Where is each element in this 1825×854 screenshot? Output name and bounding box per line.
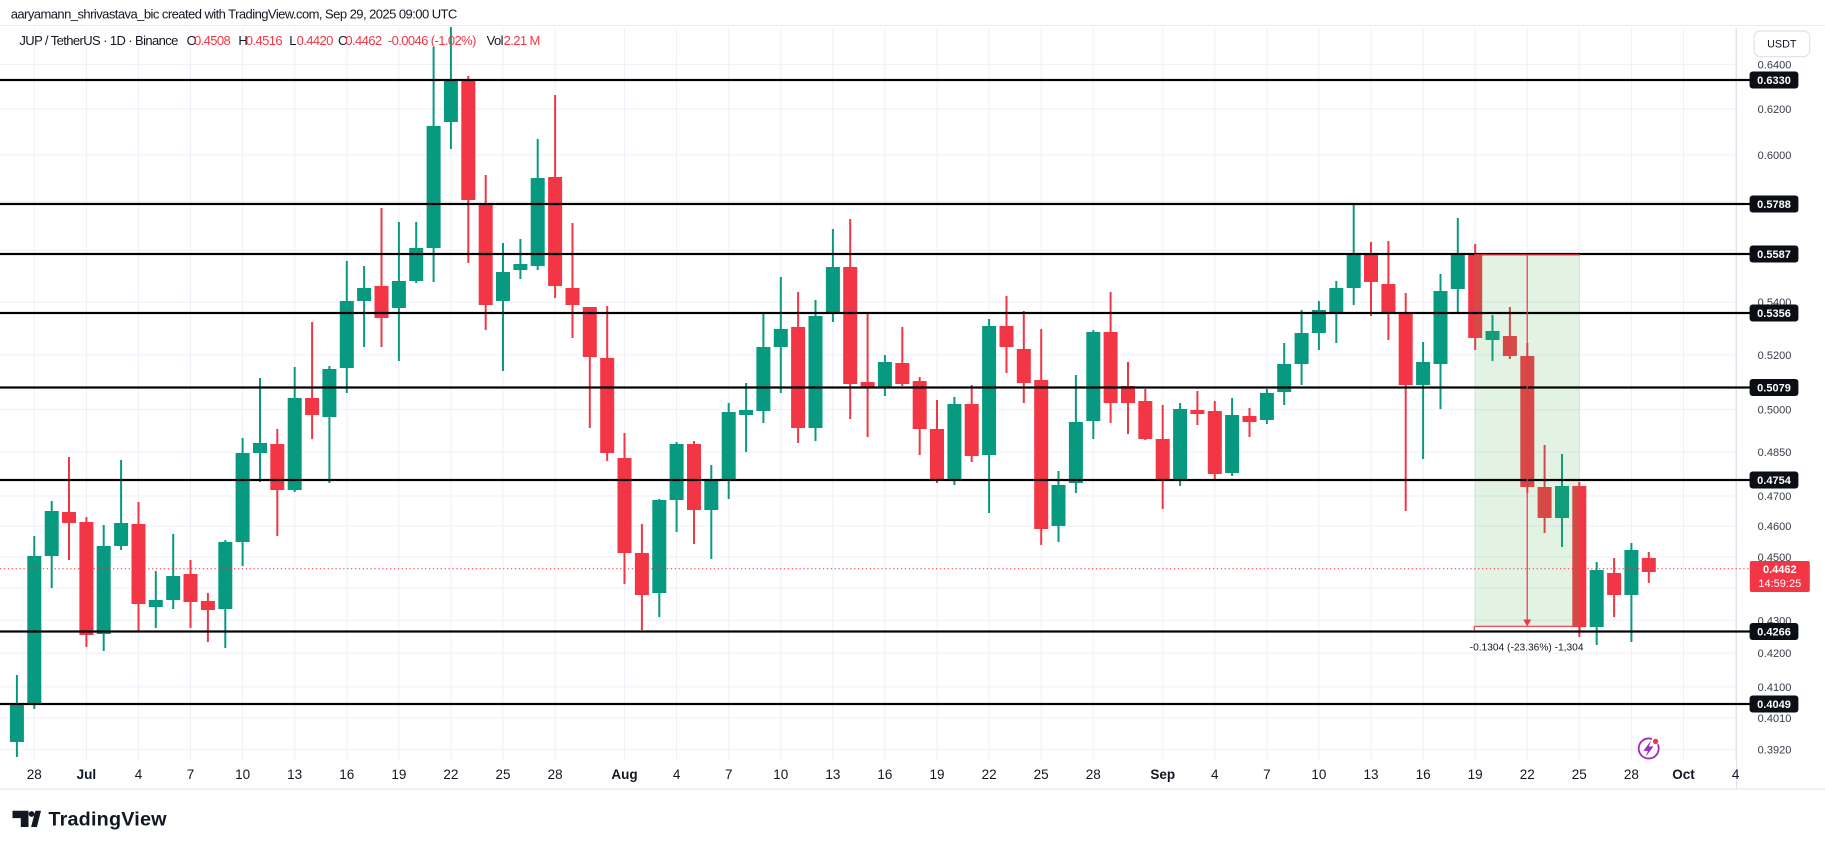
svg-text:0.6200: 0.6200 <box>1758 104 1792 116</box>
svg-text:0.5356: 0.5356 <box>1757 308 1791 320</box>
svg-text:19: 19 <box>1468 767 1483 782</box>
svg-text:0.5788: 0.5788 <box>1757 199 1791 211</box>
svg-text:0.4100: 0.4100 <box>1758 682 1792 694</box>
svg-text:0.4462: 0.4462 <box>1763 564 1797 576</box>
svg-text:16: 16 <box>1416 767 1431 782</box>
svg-text:4: 4 <box>135 767 143 782</box>
svg-text:0.4049: 0.4049 <box>1757 699 1791 711</box>
svg-text:USDT: USDT <box>1767 39 1797 51</box>
svg-text:0.6330: 0.6330 <box>1757 75 1791 87</box>
svg-text:16: 16 <box>877 767 892 782</box>
svg-text:28: 28 <box>1624 767 1639 782</box>
svg-text:Aug: Aug <box>611 767 637 782</box>
svg-text:Oct: Oct <box>1672 767 1695 782</box>
svg-text:0.4500: 0.4500 <box>1758 552 1792 564</box>
svg-text:28: 28 <box>1086 767 1101 782</box>
svg-text:4: 4 <box>673 767 681 782</box>
svg-text:0.4200: 0.4200 <box>1758 648 1792 660</box>
svg-text:0.4850: 0.4850 <box>1758 447 1792 459</box>
svg-text:19: 19 <box>391 767 406 782</box>
svg-text:0.6000: 0.6000 <box>1758 150 1792 162</box>
svg-text:22: 22 <box>982 767 997 782</box>
svg-text:28: 28 <box>27 767 42 782</box>
svg-text:16: 16 <box>339 767 354 782</box>
svg-text:10: 10 <box>235 767 250 782</box>
svg-text:7: 7 <box>725 767 733 782</box>
svg-text:0.3920: 0.3920 <box>1758 745 1792 757</box>
svg-text:19: 19 <box>929 767 944 782</box>
svg-text:0.5200: 0.5200 <box>1758 350 1792 362</box>
svg-text:13: 13 <box>1363 767 1378 782</box>
svg-text:7: 7 <box>187 767 195 782</box>
svg-text:25: 25 <box>495 767 510 782</box>
svg-text:13: 13 <box>287 767 302 782</box>
svg-text:22: 22 <box>1520 767 1535 782</box>
svg-text:10: 10 <box>773 767 788 782</box>
svg-text:4: 4 <box>1732 767 1740 782</box>
svg-text:28: 28 <box>548 767 563 782</box>
svg-text:25: 25 <box>1034 767 1049 782</box>
svg-text:22: 22 <box>443 767 458 782</box>
svg-text:0.4700: 0.4700 <box>1758 491 1792 503</box>
svg-text:0.6400: 0.6400 <box>1758 59 1792 71</box>
svg-text:13: 13 <box>825 767 840 782</box>
svg-text:0.5000: 0.5000 <box>1758 405 1792 417</box>
svg-text:0.4600: 0.4600 <box>1758 521 1792 533</box>
svg-text:Jul: Jul <box>77 767 97 782</box>
svg-text:14:59:25: 14:59:25 <box>1758 578 1801 590</box>
svg-text:0.4266: 0.4266 <box>1757 627 1791 639</box>
svg-text:-0.1304 (-23.36%) -1,304: -0.1304 (-23.36%) -1,304 <box>1470 643 1584 654</box>
svg-text:aaryamann_shrivastava_bic crea: aaryamann_shrivastava_bic created with T… <box>11 6 457 21</box>
svg-text:0.5079: 0.5079 <box>1757 383 1791 395</box>
svg-text:0.4010: 0.4010 <box>1758 713 1792 725</box>
svg-text:4: 4 <box>1211 767 1219 782</box>
svg-text:10: 10 <box>1311 767 1326 782</box>
svg-text:25: 25 <box>1572 767 1587 782</box>
svg-text:7: 7 <box>1263 767 1271 782</box>
svg-text:Sep: Sep <box>1150 767 1175 782</box>
svg-text:0.5587: 0.5587 <box>1757 249 1791 261</box>
svg-text:0.4754: 0.4754 <box>1757 475 1792 487</box>
svg-text:TradingView: TradingView <box>48 808 167 830</box>
